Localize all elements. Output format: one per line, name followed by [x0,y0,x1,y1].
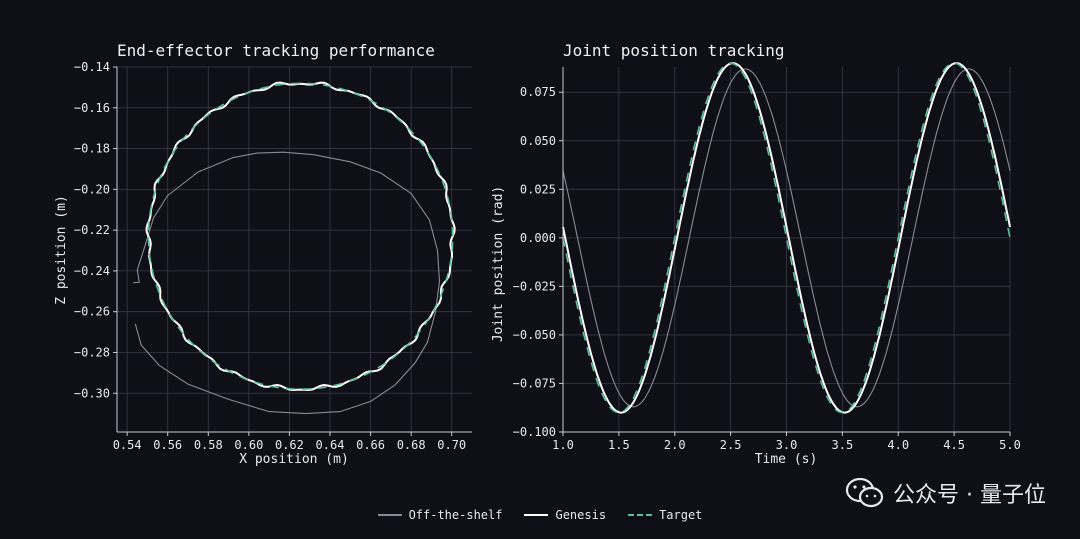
series-genesis [145,81,456,391]
x-tick-label: 0.66 [356,438,385,452]
grid-lines [559,67,1011,436]
legend-label: Genesis [555,508,607,522]
x-tick-label: 0.58 [194,438,223,452]
series-target [147,82,454,390]
legend-swatch [377,514,402,516]
x-tick-label: 0.56 [153,438,182,452]
y-tick-label: −0.28 [74,345,110,359]
watermark: 公众号 · 量子位 [845,476,1046,510]
x-tick-label: 0.60 [234,438,263,452]
y-tick-label: 0.000 [520,231,556,245]
tick-labels: 0.54 0.56 0.58 0.60 0.62 0.64 0.66 0.68 0.70 −0.1… [74,60,466,452]
y-tick-label: −0.14 [74,60,110,74]
y-tick-label: 0.075 [520,85,556,99]
legend-swatch [524,514,549,516]
y-tick-label: −0.20 [74,182,110,196]
series-off-the-shelf [562,68,1011,408]
chart-title: End-effector tracking performance [117,41,435,60]
y-tick-label: 0.050 [520,134,556,148]
watermark-text: 公众号 · 量子位 [893,483,1046,508]
y-axis-label: Z position (m) [54,195,69,305]
x-tick-label: 3.0 [776,438,798,452]
y-tick-label: −0.16 [74,101,110,115]
x-axis-label: X position (m) [239,452,349,467]
grid-lines [113,66,472,436]
x-tick-label: 0.68 [397,438,426,452]
tick-labels: 1.0 1.5 2.0 2.5 3.0 3.5 4.0 4.5 5.0 0.075 0.050 0.0… [513,85,1021,452]
legend-label: Target [659,508,703,522]
y-tick-label: −0.075 [513,376,556,390]
y-tick-label: −0.025 [513,279,556,293]
x-tick-label: 4.0 [887,438,909,452]
x-tick-label: 2.0 [664,438,686,452]
legend-swatch [628,514,653,516]
y-tick-label: 0.025 [520,182,556,196]
x-tick-label: 5.0 [999,438,1021,452]
legend-label: Off-the-shelf [408,508,503,522]
y-tick-label: −0.22 [74,223,110,237]
series-genesis [562,62,1011,414]
legend-item-target: Target [628,508,702,522]
y-tick-label: −0.26 [74,305,110,319]
y-tick-label: −0.24 [74,264,110,278]
y-tick-label: −0.18 [74,142,110,156]
y-tick-label: −0.30 [74,386,110,400]
legend-item-off-the-shelf: Off-the-shelf [377,508,503,522]
x-axis-label: Time (s) [755,452,818,467]
end-effector-chart: End-effector tracking performance 0.54 0.… [54,41,472,467]
y-tick-label: −0.050 [513,328,556,342]
plot-series [133,81,456,415]
x-tick-label: 1.5 [608,438,630,452]
legend-item-genesis: Genesis [524,508,606,522]
plot-series [562,62,1011,414]
x-tick-label: 1.0 [552,438,574,452]
series-off-the-shelf [133,151,441,415]
chart-title: Joint position tracking [563,41,785,60]
y-tick-label: −0.100 [513,425,556,439]
x-tick-label: 4.5 [943,438,965,452]
wechat-icon [845,477,884,508]
x-tick-label: 0.64 [316,438,345,452]
legend: Off-the-shelf Genesis Target [0,508,1080,522]
y-axis-label: Joint position (rad) [491,186,506,343]
x-tick-label: 2.5 [720,438,742,452]
x-tick-label: 0.62 [275,438,304,452]
joint-position-chart: Joint position tracking 1.0 1.5 2.0 2.5 3.0 3… [491,41,1021,467]
x-tick-label: 0.70 [437,438,466,452]
x-tick-label: 0.54 [113,438,142,452]
x-tick-label: 3.5 [832,438,854,452]
